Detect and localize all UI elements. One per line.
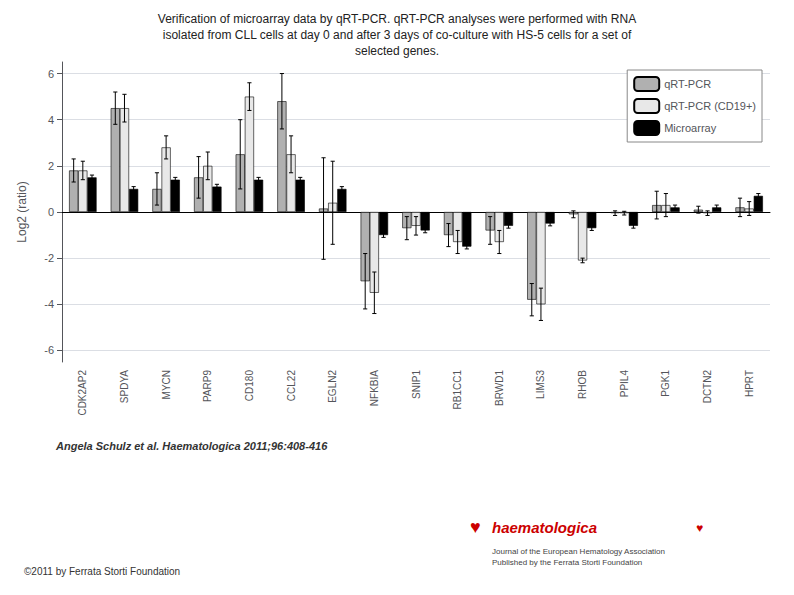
svg-text:haematologica: haematologica (492, 519, 597, 536)
svg-text:BRWD1: BRWD1 (494, 370, 505, 406)
svg-text:0: 0 (48, 206, 54, 218)
svg-text:PARP9: PARP9 (202, 370, 213, 402)
svg-text:LIMS3: LIMS3 (535, 370, 546, 399)
svg-text:DCTN2: DCTN2 (702, 370, 713, 404)
svg-text:CDK2AP2: CDK2AP2 (77, 370, 88, 416)
svg-text:-2: -2 (44, 252, 54, 264)
svg-text:4: 4 (48, 114, 54, 126)
svg-text:isolated from CLL cells at day: isolated from CLL cells at day 0 and aft… (163, 28, 632, 42)
svg-text:Angela Schulz et al. Haematolo: Angela Schulz et al. Haematologica 2011;… (55, 440, 328, 452)
svg-text:-6: -6 (44, 344, 54, 356)
svg-text:©2011 by Ferrata Storti Founda: ©2011 by Ferrata Storti Foundation (24, 566, 180, 577)
svg-text:Journal of the European Hemato: Journal of the European Hematology Assoc… (492, 547, 665, 556)
svg-text:qRT-PCR (CD19+): qRT-PCR (CD19+) (664, 100, 756, 112)
svg-text:CD180: CD180 (244, 370, 255, 402)
svg-text:PPIL4: PPIL4 (619, 370, 630, 398)
svg-text:RB1CC1: RB1CC1 (452, 370, 463, 410)
svg-text:Published by the Ferrata Stort: Published by the Ferrata Storti Foundati… (492, 558, 642, 567)
svg-text:Verification of microarray dat: Verification of microarray data by qRT-P… (158, 12, 636, 26)
svg-text:NFKBIA: NFKBIA (369, 370, 380, 406)
svg-text:CCL22: CCL22 (286, 370, 297, 402)
svg-text:♥: ♥ (696, 521, 703, 535)
svg-text:PGK1: PGK1 (660, 370, 671, 397)
svg-text:Microarray: Microarray (664, 122, 716, 134)
svg-text:MYCN: MYCN (161, 370, 172, 399)
svg-text:SNIP1: SNIP1 (411, 370, 422, 399)
svg-text:♥: ♥ (470, 517, 481, 537)
svg-text:HPRT: HPRT (744, 370, 755, 397)
svg-text:selected genes.: selected genes. (355, 44, 439, 58)
svg-text:-4: -4 (44, 298, 54, 310)
svg-text:EGLN2: EGLN2 (327, 370, 338, 403)
svg-text:RHOB: RHOB (577, 370, 588, 399)
svg-text:6: 6 (48, 68, 54, 80)
svg-text:qRT-PCR: qRT-PCR (664, 78, 711, 90)
svg-text:SPDYA: SPDYA (119, 370, 130, 403)
svg-text:2: 2 (48, 160, 54, 172)
svg-text:Log2 (ratio): Log2 (ratio) (15, 181, 29, 242)
